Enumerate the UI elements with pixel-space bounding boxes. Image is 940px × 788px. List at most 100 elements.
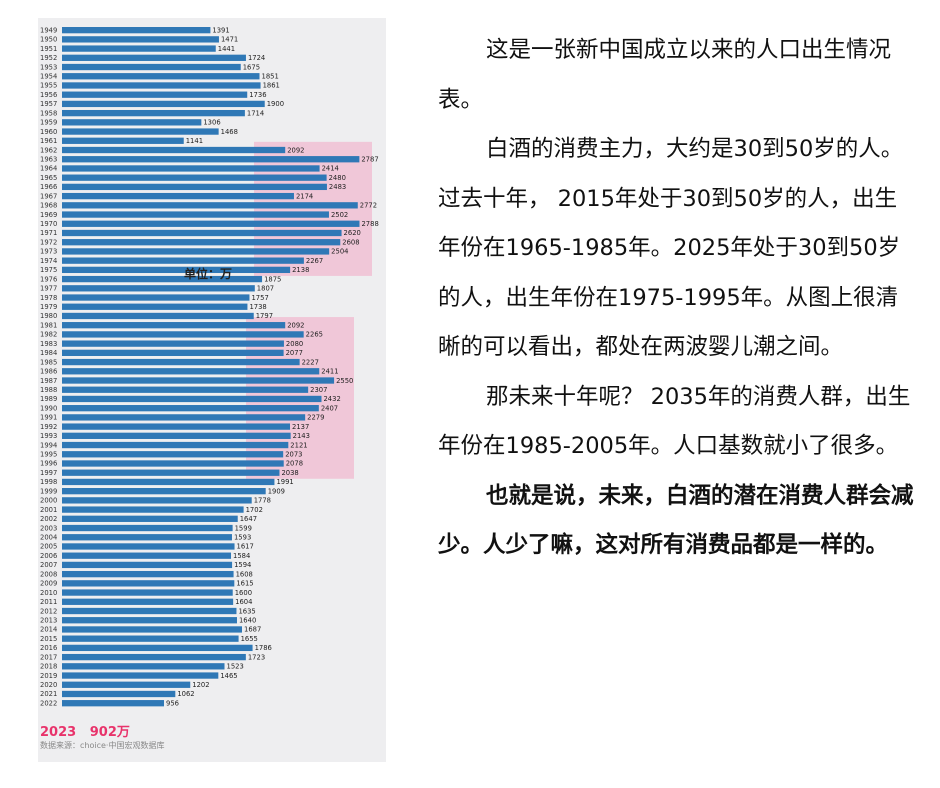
bar (62, 460, 284, 467)
bar (62, 156, 360, 163)
year-label: 1984 (40, 349, 57, 357)
value-label: 1615 (236, 580, 253, 588)
bar (62, 488, 266, 495)
bar (62, 239, 341, 246)
bar (62, 202, 358, 209)
bar (62, 73, 260, 80)
value-label: 1724 (248, 54, 265, 62)
bar (62, 580, 235, 587)
year-label: 1982 (40, 331, 57, 339)
year-label: 2013 (40, 616, 57, 624)
year-label: 2001 (40, 506, 57, 514)
value-label: 2092 (287, 321, 304, 329)
bar (62, 515, 238, 522)
bar (62, 358, 300, 366)
year-label: 1990 (40, 404, 57, 412)
value-label: 1702 (246, 506, 263, 514)
value-label: 1599 (235, 524, 252, 532)
year-label: 1967 (40, 192, 57, 200)
value-label: 1655 (241, 635, 258, 643)
year-label: 2010 (40, 589, 57, 597)
value-label: 1593 (234, 534, 251, 542)
value-label: 2174 (296, 192, 313, 200)
bar (62, 441, 289, 449)
year-label: 2000 (40, 497, 57, 505)
year-label: 2019 (40, 672, 57, 680)
bar (62, 653, 246, 661)
value-label: 1757 (251, 294, 268, 302)
bar (62, 109, 245, 117)
value-label: 2480 (329, 174, 346, 182)
year-label: 2011 (40, 598, 57, 606)
year-label: 1964 (40, 165, 57, 173)
value-label: 1909 (268, 487, 285, 495)
value-label: 1441 (218, 45, 235, 53)
year-label: 1970 (40, 220, 57, 228)
bar (62, 469, 280, 476)
value-label: 2608 (342, 238, 359, 246)
year-label: 2020 (40, 681, 57, 689)
bar (62, 192, 294, 200)
bar (62, 552, 232, 559)
bar (62, 36, 219, 43)
bar (62, 700, 165, 707)
value-label: 1584 (233, 552, 250, 560)
birth-bar-chart: 1949 1391 1950 1471 1951 1441 1952 1724 1953 1675… (40, 26, 379, 750)
year-label: 1975 (40, 266, 57, 274)
year-label: 1993 (40, 432, 57, 440)
year-label: 1952 (40, 54, 57, 62)
bar (62, 91, 248, 98)
year-label: 1977 (40, 285, 57, 293)
bar (62, 275, 263, 283)
value-label: 1714 (247, 109, 264, 117)
value-label: 1861 (263, 82, 280, 90)
bar (62, 432, 291, 439)
year-label: 1992 (40, 423, 57, 431)
value-label: 1604 (235, 598, 252, 606)
bar (62, 570, 234, 578)
year-label: 1963 (40, 155, 57, 163)
bar (62, 303, 248, 310)
value-label: 2307 (310, 386, 327, 394)
value-label: 1647 (240, 515, 257, 523)
year-label: 2006 (40, 552, 57, 560)
year-label: 1995 (40, 451, 57, 459)
year-label: 1976 (40, 275, 57, 283)
bar (62, 561, 233, 569)
value-label: 1465 (220, 672, 237, 680)
year-label: 1949 (40, 26, 57, 34)
value-label: 2080 (286, 340, 303, 348)
bar (62, 220, 360, 227)
year-label: 1969 (40, 211, 57, 219)
bar (62, 368, 320, 375)
year-label: 1968 (40, 202, 57, 210)
bar (62, 137, 184, 144)
year-label: 1999 (40, 487, 57, 495)
bar (62, 506, 244, 513)
chart-panel: 1949 1391 1950 1471 1951 1441 1952 1724 1953 1675… (38, 18, 386, 762)
bar (62, 524, 233, 532)
year-label: 1997 (40, 469, 57, 477)
bar (62, 45, 216, 52)
bar (62, 644, 253, 652)
value-label: 1723 (248, 653, 265, 661)
bar (62, 229, 342, 237)
paragraph-conclusion: 也就是说，未来，白酒的潜在消费人群会减少。人少了嘛，这对所有消费品都是一样的。 (438, 482, 914, 559)
year-label: 1966 (40, 183, 57, 191)
year-label: 1986 (40, 368, 57, 376)
value-label: 1306 (203, 119, 220, 127)
bar (62, 266, 291, 274)
year-label: 2021 (40, 690, 57, 698)
year-label: 1950 (40, 36, 57, 44)
bar (62, 63, 241, 71)
year-label: 1962 (40, 146, 57, 154)
value-label: 1900 (267, 100, 284, 108)
value-label: 2078 (286, 460, 303, 468)
bar (62, 340, 284, 347)
bar (62, 405, 319, 412)
year-label: 2009 (40, 580, 57, 588)
bar (62, 414, 306, 421)
year-label: 2015 (40, 635, 57, 643)
year-label: 2002 (40, 515, 57, 523)
paragraph-intro: 这是一张新中国成立以来的人口出生情况表。 (438, 37, 892, 113)
